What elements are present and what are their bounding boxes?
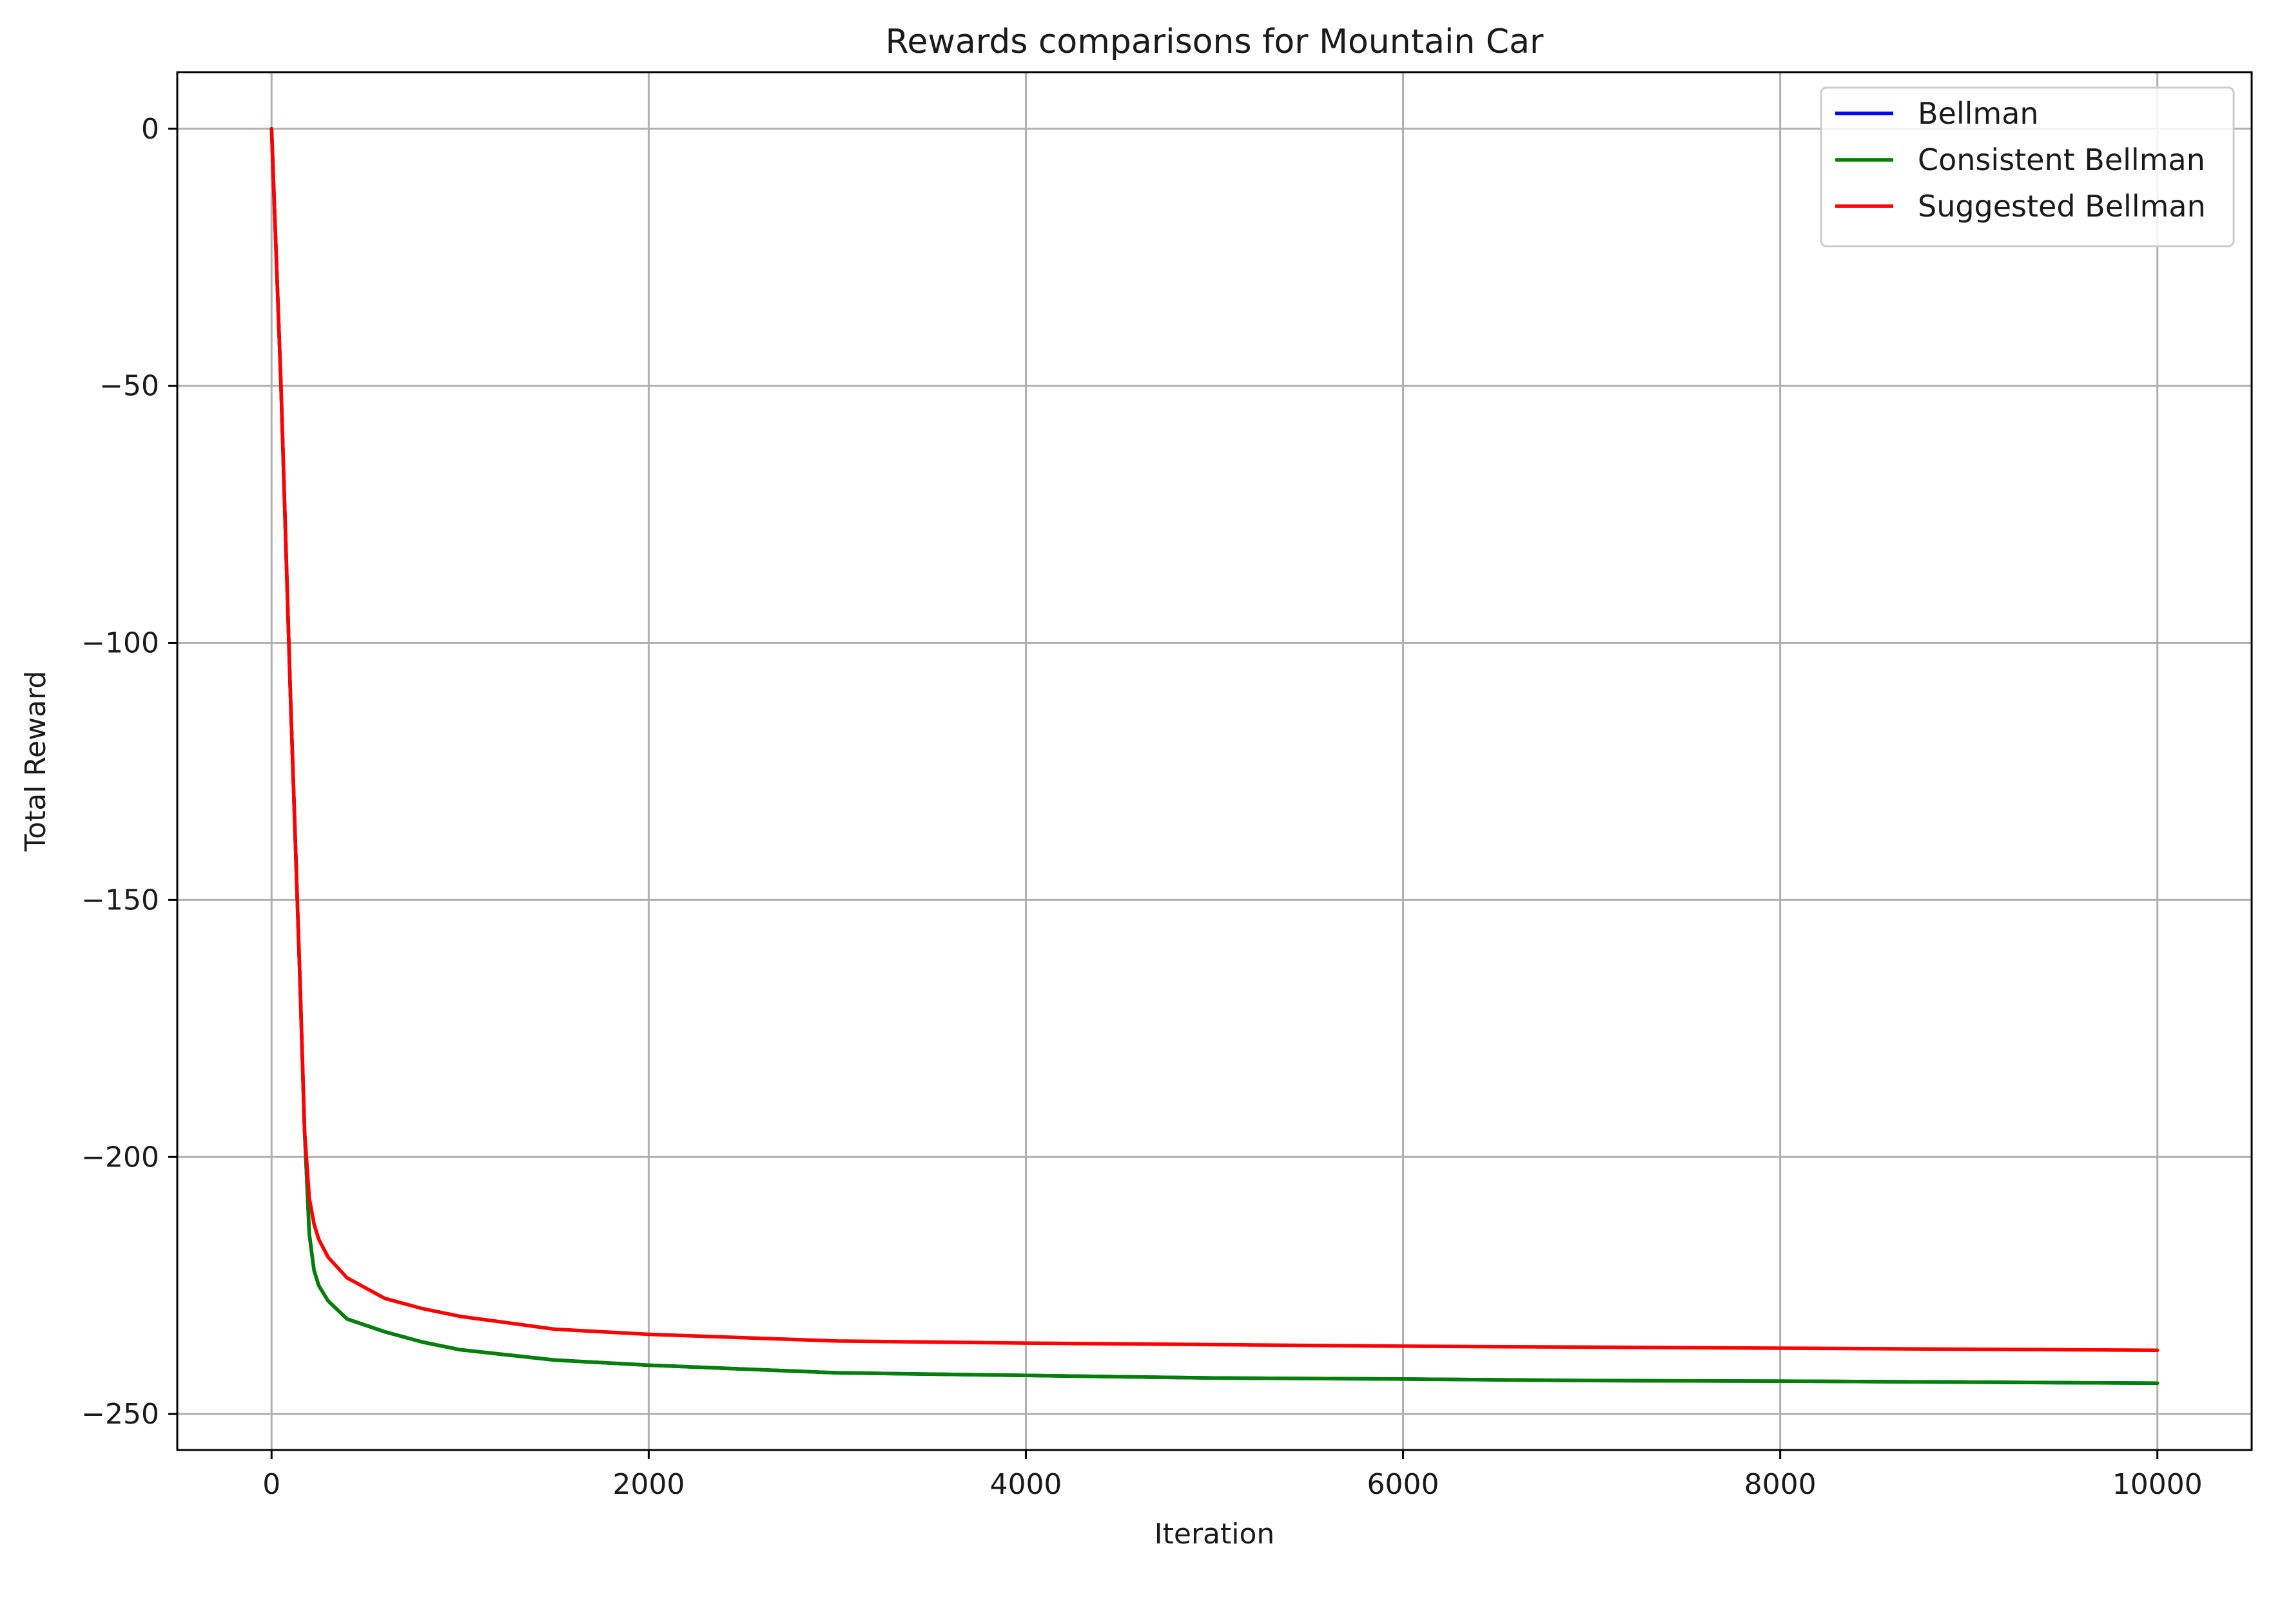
y-tick-label: −250 bbox=[81, 1398, 159, 1431]
x-tick-label: 6000 bbox=[1367, 1468, 1439, 1501]
y-tick-label: −200 bbox=[81, 1141, 159, 1174]
x-axis-label: Iteration bbox=[1155, 1518, 1275, 1551]
legend: Bellman Consistent Bellman Suggested Bellm… bbox=[1820, 86, 2235, 247]
y-axis-label: Total Reward bbox=[19, 671, 52, 853]
x-tick-label: 2000 bbox=[612, 1468, 685, 1501]
plot-area-frame bbox=[176, 71, 2253, 1451]
legend-label: Bellman bbox=[1918, 96, 2039, 131]
x-tick-label: 0 bbox=[262, 1468, 280, 1501]
legend-label: Consistent Bellman bbox=[1918, 142, 2205, 177]
y-tick-label: −150 bbox=[81, 884, 159, 916]
series-line-suggested-bellman bbox=[269, 127, 2159, 1352]
series-lines bbox=[269, 127, 2159, 1386]
y-tick-label: −100 bbox=[81, 627, 159, 660]
y-tick-label: 0 bbox=[141, 113, 159, 146]
x-tick-label: 8000 bbox=[1744, 1468, 1817, 1501]
x-tick-label: 10000 bbox=[2112, 1468, 2203, 1501]
chart-title: Rewards comparisons for Mountain Car bbox=[886, 23, 1545, 61]
y-tick-label: −50 bbox=[99, 370, 159, 403]
x-tick-label: 4000 bbox=[989, 1468, 1062, 1501]
gridlines bbox=[177, 72, 2252, 1450]
axis-ticks: 0 2000 4000 6000 8000 10000 0 −50 −100 −150 −200 −2… bbox=[81, 113, 2203, 1501]
legend-box bbox=[1820, 86, 2235, 247]
legend-label: Suggested Bellman bbox=[1918, 189, 2206, 224]
